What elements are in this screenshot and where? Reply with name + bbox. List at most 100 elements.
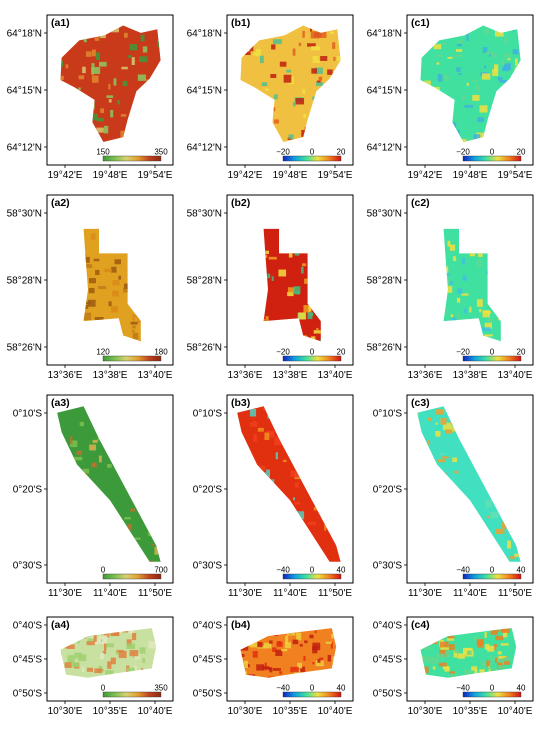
y-axis-ticks: 58°30'N 58°28'N 58°26'N [367,209,407,354]
colorbar-max: 40 [337,566,346,575]
colorbar-min: 0 [101,684,106,693]
x-tick-label: 13°38'E [453,370,488,381]
panel-label: (c4) [411,619,430,631]
y-tick-label: 0°45'S [193,655,223,666]
map-footprint [263,228,321,342]
y-tick-label: 0°30'S [373,561,403,572]
colorbar-ramp [282,573,342,580]
y-tick-label: 0°20'S [373,485,403,496]
colorbar-max: 350 [154,684,168,693]
x-tick-label: 11°30'E [408,588,442,599]
colorbar-min: −40 [456,684,470,693]
x-tick-label: 10°40'E [318,706,353,717]
map-footprint [83,228,141,342]
x-tick-label: 10°40'E [138,706,173,717]
panel-label: (b4) [231,619,250,631]
y-axis-ticks: 64°18'N 64°15'N 64°12'N [187,29,227,154]
colorbar: 0 700 [101,566,168,580]
colorbar-mid: 0 [490,684,495,693]
colorbar-max: 700 [154,566,168,575]
colorbar-mid: 0 [310,348,315,357]
y-tick-label: 58°30'N [367,209,402,220]
colorbar-mid: 0 [310,566,315,575]
y-tick-label: 0°30'S [193,561,223,572]
colorbar-ramp [102,691,162,698]
panel-label: (b3) [231,397,250,409]
colorbar-min: −20 [276,148,290,157]
y-tick-label: 0°45'S [373,655,403,666]
x-axis-ticks: 13°36'E 13°38'E 13°40'E [48,365,173,381]
x-tick-label: 13°40'E [138,370,173,381]
y-tick-label: 64°12'N [7,143,42,154]
colorbar-min: −20 [276,348,290,357]
colorbar: −40 0 40 [456,566,526,580]
x-tick-label: 11°50'E [318,588,352,599]
y-tick-label: 64°12'N [187,143,222,154]
x-tick-label: 19°48'E [453,170,488,181]
colorbar-ramp [102,155,162,162]
x-tick-label: 11°40'E [273,588,307,599]
y-tick-label: 64°15'N [367,86,402,97]
map-footprint [60,25,161,143]
x-axis-ticks: 19°42'E 19°48'E 19°54'E [48,165,173,181]
colorbar-min: −40 [276,684,290,693]
y-tick-label: 58°30'N [187,209,222,220]
panel-label: (c1) [411,17,430,29]
x-tick-label: 11°50'E [498,588,532,599]
y-tick-label: 0°10'S [193,409,223,420]
y-tick-label: 64°18'N [367,29,402,40]
y-axis-ticks: 64°18'N 64°15'N 64°12'N [367,29,407,154]
panel-label: (a1) [51,17,70,29]
y-tick-label: 0°50'S [193,689,223,700]
colorbar-min: −20 [456,148,470,157]
y-axis-ticks: 0°40'S 0°45'S 0°50'S [193,621,227,700]
colorbar-max: 20 [337,348,346,357]
x-tick-label: 11°50'E [138,588,172,599]
colorbar: −40 0 40 [456,684,526,698]
y-axis-ticks: 58°30'N 58°28'N 58°26'N [187,209,227,354]
y-tick-label: 0°50'S [13,689,43,700]
y-axis-ticks: 58°30'N 58°28'N 58°26'N [7,209,47,354]
y-tick-label: 64°15'N [7,86,42,97]
y-tick-label: 0°40'S [193,621,223,632]
y-tick-label: 0°50'S [373,689,403,700]
colorbar-ramp [102,573,162,580]
x-tick-label: 13°40'E [498,370,533,381]
colorbar: 0 350 [101,684,168,698]
y-axis-ticks: 64°18'N 64°15'N 64°12'N [7,29,47,154]
x-tick-label: 10°30'E [48,706,83,717]
map-panel-c3: (c3) −40 0 40 11°30'E 11°40'E 11°50'E 0°10'S 0°2… [373,394,534,599]
y-tick-label: 58°26'N [7,343,42,354]
x-axis-ticks: 10°30'E 10°35'E 10°40'E [48,701,173,717]
colorbar-max: 20 [337,148,346,157]
x-tick-label: 13°36'E [228,370,263,381]
x-tick-label: 10°30'E [408,706,443,717]
y-tick-label: 64°15'N [187,86,222,97]
y-axis-ticks: 0°10'S 0°20'S 0°30'S [193,409,227,572]
colorbar: −20 0 20 [456,148,526,162]
panel-label: (c2) [411,197,430,209]
x-axis-ticks: 10°30'E 10°35'E 10°40'E [228,701,353,717]
x-tick-label: 13°36'E [408,370,443,381]
colorbar-min: 120 [96,348,110,357]
y-tick-label: 58°28'N [367,276,402,287]
x-axis-ticks: 19°42'E 19°48'E 19°54'E [408,165,533,181]
map-footprint [57,406,161,562]
colorbar-ramp [282,355,342,362]
colorbar-max: 40 [517,684,526,693]
y-tick-label: 64°18'N [187,29,222,40]
y-axis-ticks: 0°10'S 0°20'S 0°30'S [13,409,47,572]
map-panel-c1: (c1) −20 0 20 19°42'E 19°48'E 19°54'E 64°18'N 64… [367,14,534,181]
map-panel-a3: (a3) 0 700 11°30'E 11°40'E 11°50'E 0°10'S 0°20'… [13,394,174,599]
colorbar-ramp [462,355,522,362]
map-footprint [60,628,157,678]
x-axis-ticks: 19°42'E 19°48'E 19°54'E [228,165,353,181]
y-tick-label: 0°20'S [13,485,43,496]
colorbar-mid: 0 [310,684,315,693]
panel-label: (a3) [51,397,70,409]
